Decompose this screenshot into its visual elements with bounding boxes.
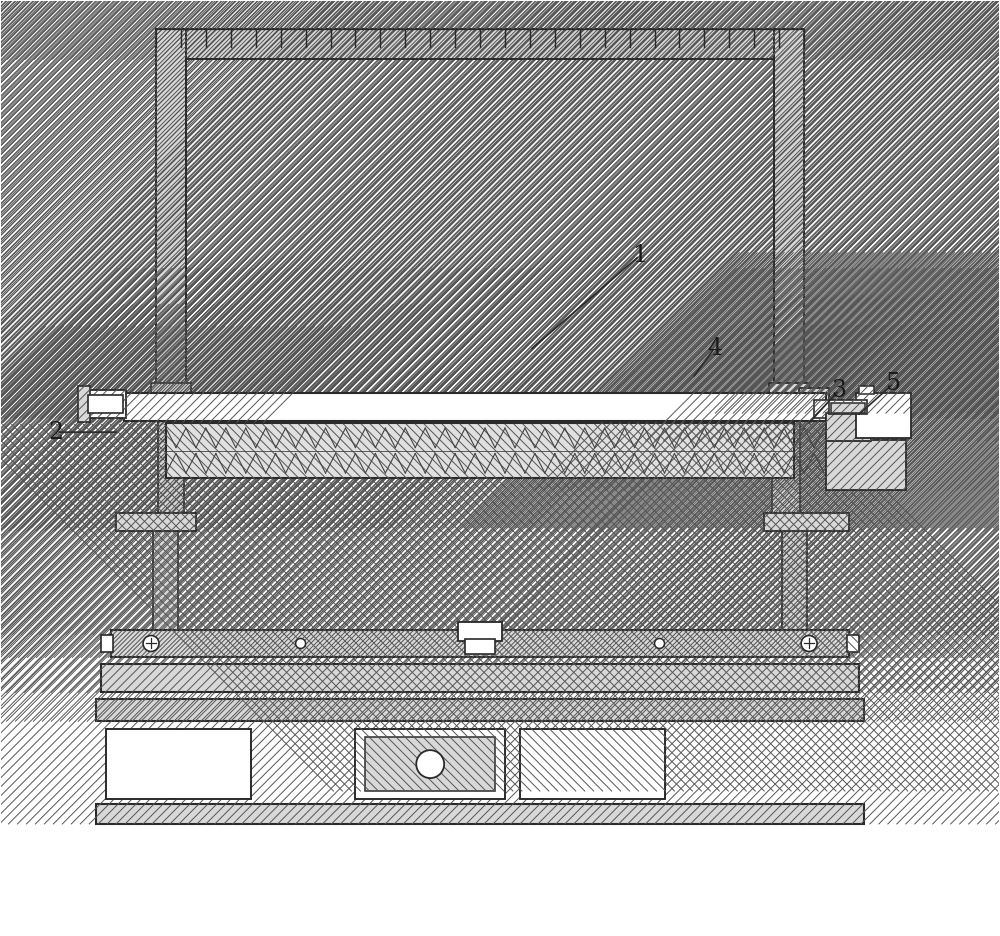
Bar — [829, 401, 867, 414]
Bar — [124, 393, 826, 421]
Bar — [151, 383, 191, 418]
Bar — [847, 635, 859, 652]
Bar — [365, 738, 495, 791]
Circle shape — [801, 636, 817, 651]
Bar — [856, 393, 911, 438]
Bar — [116, 513, 196, 531]
Bar — [101, 665, 859, 693]
Text: 5: 5 — [886, 372, 901, 395]
Bar — [153, 528, 178, 635]
Text: 2: 2 — [49, 420, 64, 444]
Circle shape — [296, 638, 306, 649]
Bar — [826, 440, 906, 490]
Circle shape — [143, 636, 159, 651]
Bar — [799, 388, 829, 418]
Bar — [831, 403, 865, 413]
Bar — [96, 699, 864, 722]
Text: 1: 1 — [632, 244, 647, 267]
Bar — [86, 390, 126, 418]
Bar — [121, 406, 166, 418]
Bar — [782, 528, 807, 635]
Bar — [772, 418, 800, 528]
Bar — [465, 639, 495, 654]
Bar — [156, 29, 186, 418]
Bar — [769, 383, 809, 418]
Bar — [520, 729, 665, 799]
Bar — [814, 401, 834, 418]
Bar — [355, 729, 505, 799]
Bar — [764, 513, 849, 531]
Bar — [859, 387, 874, 394]
Bar — [458, 622, 502, 641]
Bar — [111, 630, 849, 657]
Bar — [156, 29, 804, 59]
Text: 3: 3 — [831, 379, 846, 402]
Text: 4: 4 — [707, 337, 722, 359]
Bar — [774, 29, 804, 418]
Bar — [156, 29, 804, 418]
Bar — [88, 395, 123, 413]
Bar — [101, 635, 113, 652]
Circle shape — [416, 750, 444, 778]
Bar — [106, 729, 251, 799]
Bar — [78, 387, 90, 422]
Bar — [826, 413, 871, 441]
Circle shape — [655, 638, 665, 649]
Bar — [166, 423, 794, 478]
Bar — [96, 804, 864, 824]
Bar — [158, 418, 184, 528]
